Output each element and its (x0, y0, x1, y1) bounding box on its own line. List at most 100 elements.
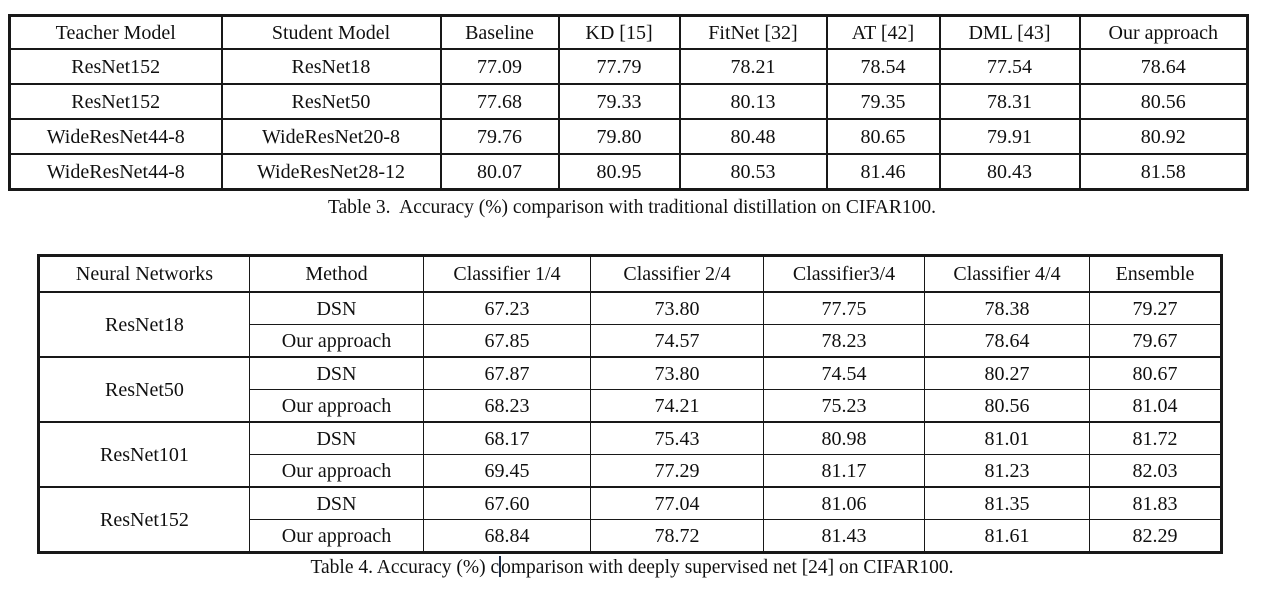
table-cell: 68.84 (423, 519, 591, 553)
table-cell: 79.91 (938, 118, 1081, 155)
table-row: ResNet152 DSN 67.60 77.04 81.06 81.35 81… (38, 486, 1222, 553)
table-cell: 67.60 (423, 486, 591, 520)
table-cell: 77.29 (590, 454, 764, 488)
method-cell: DSN (249, 356, 424, 390)
table-cell: 73.80 (590, 291, 764, 325)
column-header-teacher-model: Teacher Model (8, 14, 223, 50)
teacher-model-cell: WideResNet44-8 (8, 118, 223, 155)
table-cell: 73.80 (590, 356, 764, 390)
table-cell: 80.65 (825, 118, 941, 155)
table-cell: 78.38 (924, 291, 1090, 325)
column-header-ensemble: Ensemble (1089, 255, 1222, 293)
table-row: Our approach 67.85 74.57 78.23 78.64 79.… (39, 324, 1222, 358)
table-cell: 77.09 (439, 48, 560, 85)
column-header-neural-networks: Neural Networks (38, 255, 250, 293)
table-cell: 78.21 (678, 48, 828, 85)
text-cursor-artifact (499, 556, 502, 577)
table-cell: 78.31 (938, 83, 1081, 120)
table-cell: 67.85 (423, 324, 591, 358)
table-row: ResNet18 DSN 67.23 73.80 77.75 78.38 79.… (38, 291, 1222, 358)
table-cell: 74.21 (590, 389, 764, 423)
teacher-model-cell: ResNet152 (8, 83, 223, 120)
table-cell: 81.43 (763, 519, 925, 553)
student-model-cell: WideResNet28-12 (220, 153, 442, 191)
table-cell: 78.54 (825, 48, 941, 85)
table4-deeply-supervised-net: Neural Networks Method Classifier 1/4 Cl… (37, 254, 1223, 554)
table-cell: 82.03 (1089, 454, 1222, 488)
table-cell: 81.01 (924, 421, 1090, 455)
table-cell: 82.29 (1089, 519, 1222, 553)
column-header-at: AT [42] (825, 14, 941, 50)
table-row: ResNet101 DSN 68.17 75.43 80.98 81.01 81… (38, 421, 1222, 488)
table-cell: 81.46 (825, 153, 941, 191)
table3-header-row: Teacher Model Student Model Baseline KD … (8, 14, 1249, 50)
table-row: WideResNet44-8 WideResNet20-8 79.76 79.8… (8, 118, 1249, 155)
student-model-cell: WideResNet20-8 (220, 118, 442, 155)
table-cell: 78.64 (1078, 48, 1249, 85)
table-cell: 81.83 (1089, 486, 1222, 520)
column-header-classifier-4: Classifier 4/4 (924, 255, 1090, 293)
table-cell: 80.95 (557, 153, 681, 191)
column-header-student-model: Student Model (220, 14, 442, 50)
table-row: ResNet152 ResNet50 77.68 79.33 80.13 79.… (8, 83, 1249, 120)
table-cell: 81.04 (1089, 389, 1222, 423)
table4-header-row: Neural Networks Method Classifier 1/4 Cl… (38, 255, 1222, 293)
teacher-model-cell: WideResNet44-8 (8, 153, 223, 191)
method-cell: DSN (249, 486, 424, 520)
table-row: ResNet152 ResNet18 77.09 77.79 78.21 78.… (8, 48, 1249, 85)
table-cell: 77.54 (938, 48, 1081, 85)
network-cell: ResNet101 (38, 421, 250, 488)
table-cell: 68.17 (423, 421, 591, 455)
table4-caption: Table 4. Accuracy (%) c omparison with de… (0, 556, 1264, 579)
table-cell: 80.53 (678, 153, 828, 191)
table-cell: 81.23 (924, 454, 1090, 488)
table-row: Our approach 68.23 74.21 75.23 80.56 81.… (39, 389, 1222, 423)
table-row: Our approach 69.45 77.29 81.17 81.23 82.… (39, 454, 1222, 488)
column-header-classifier-1: Classifier 1/4 (423, 255, 591, 293)
table-cell: 80.07 (439, 153, 560, 191)
column-header-classifier-2: Classifier 2/4 (590, 255, 764, 293)
table-cell: 79.27 (1089, 291, 1222, 325)
table-cell: 77.75 (763, 291, 925, 325)
network-cell: ResNet50 (38, 356, 250, 423)
column-header-baseline: Baseline (439, 14, 560, 50)
table4-caption-prefix: Table 4. Accuracy (%) c (310, 557, 500, 578)
teacher-model-cell: ResNet152 (8, 48, 223, 85)
method-cell: Our approach (249, 454, 424, 488)
table-cell: 67.23 (423, 291, 591, 325)
network-cell: ResNet152 (38, 486, 250, 553)
table-cell: 81.35 (924, 486, 1090, 520)
table-cell: 77.68 (439, 83, 560, 120)
table-cell: 81.06 (763, 486, 925, 520)
student-model-cell: ResNet18 (220, 48, 442, 85)
table-cell: 75.23 (763, 389, 925, 423)
column-header-kd: KD [15] (557, 14, 681, 50)
table-cell: 77.04 (590, 486, 764, 520)
table-cell: 74.57 (590, 324, 764, 358)
table4-caption-suffix: omparison with deeply supervised net [24… (501, 557, 954, 578)
table-cell: 80.92 (1078, 118, 1249, 155)
table-cell: 79.33 (557, 83, 681, 120)
table-row: Our approach 68.84 78.72 81.43 81.61 82.… (39, 519, 1222, 553)
table-cell: 80.67 (1089, 356, 1222, 390)
table-cell: 80.98 (763, 421, 925, 455)
method-cell: Our approach (249, 389, 424, 423)
table-cell: 80.56 (924, 389, 1090, 423)
table-row: ResNet50 DSN 67.87 73.80 74.54 80.27 80.… (38, 356, 1222, 423)
table-cell: 68.23 (423, 389, 591, 423)
column-header-our-approach: Our approach (1078, 14, 1249, 50)
table-cell: 80.56 (1078, 83, 1249, 120)
table-cell: 78.64 (924, 324, 1090, 358)
student-model-cell: ResNet50 (220, 83, 442, 120)
method-cell: Our approach (249, 519, 424, 553)
method-cell: DSN (249, 291, 424, 325)
table-cell: 80.13 (678, 83, 828, 120)
table-cell: 74.54 (763, 356, 925, 390)
table-cell: 80.43 (938, 153, 1081, 191)
column-header-method: Method (249, 255, 424, 293)
column-header-classifier-3: Classifier3/4 (763, 255, 925, 293)
column-header-dml: DML [43] (938, 14, 1081, 50)
table-cell: 81.72 (1089, 421, 1222, 455)
network-cell: ResNet18 (38, 291, 250, 358)
